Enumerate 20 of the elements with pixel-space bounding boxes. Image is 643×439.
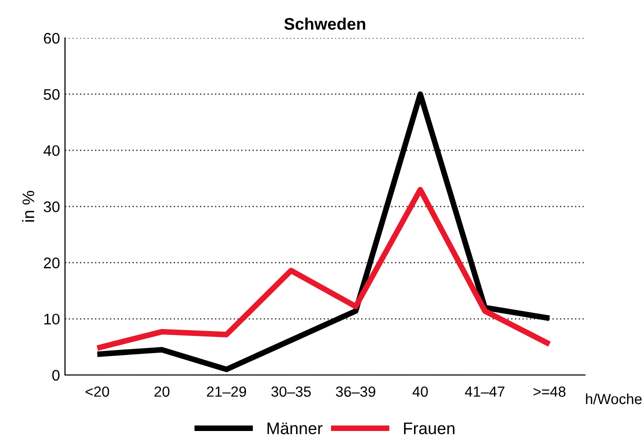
legend-label: Männer [268,422,322,434]
y-tick-label: 40 [44,145,60,156]
x-tick-label: 40 [412,386,428,397]
x-tick-label: 21–29 [206,386,246,397]
y-axis-title: in % [22,190,34,222]
x-tick-label: 36–39 [336,386,376,397]
x-axis-title: h/Woche [586,393,642,404]
x-tick-label: >=48 [534,386,566,397]
chart-title: Schweden [284,18,366,30]
x-tick-label: <20 [86,386,110,397]
x-tick-label: 30–35 [271,386,311,397]
y-tick-label: 60 [44,32,60,44]
y-tick-label: 50 [44,89,60,100]
y-tick-label: 10 [44,314,60,325]
y-tick-label: 30 [44,201,60,212]
y-tick-label: 20 [44,258,60,268]
x-tick-label: 20 [154,386,170,397]
x-tick-label: 41–47 [464,386,504,397]
legend-label: Frauen [404,422,454,434]
y-tick-label: 0 [52,370,60,381]
